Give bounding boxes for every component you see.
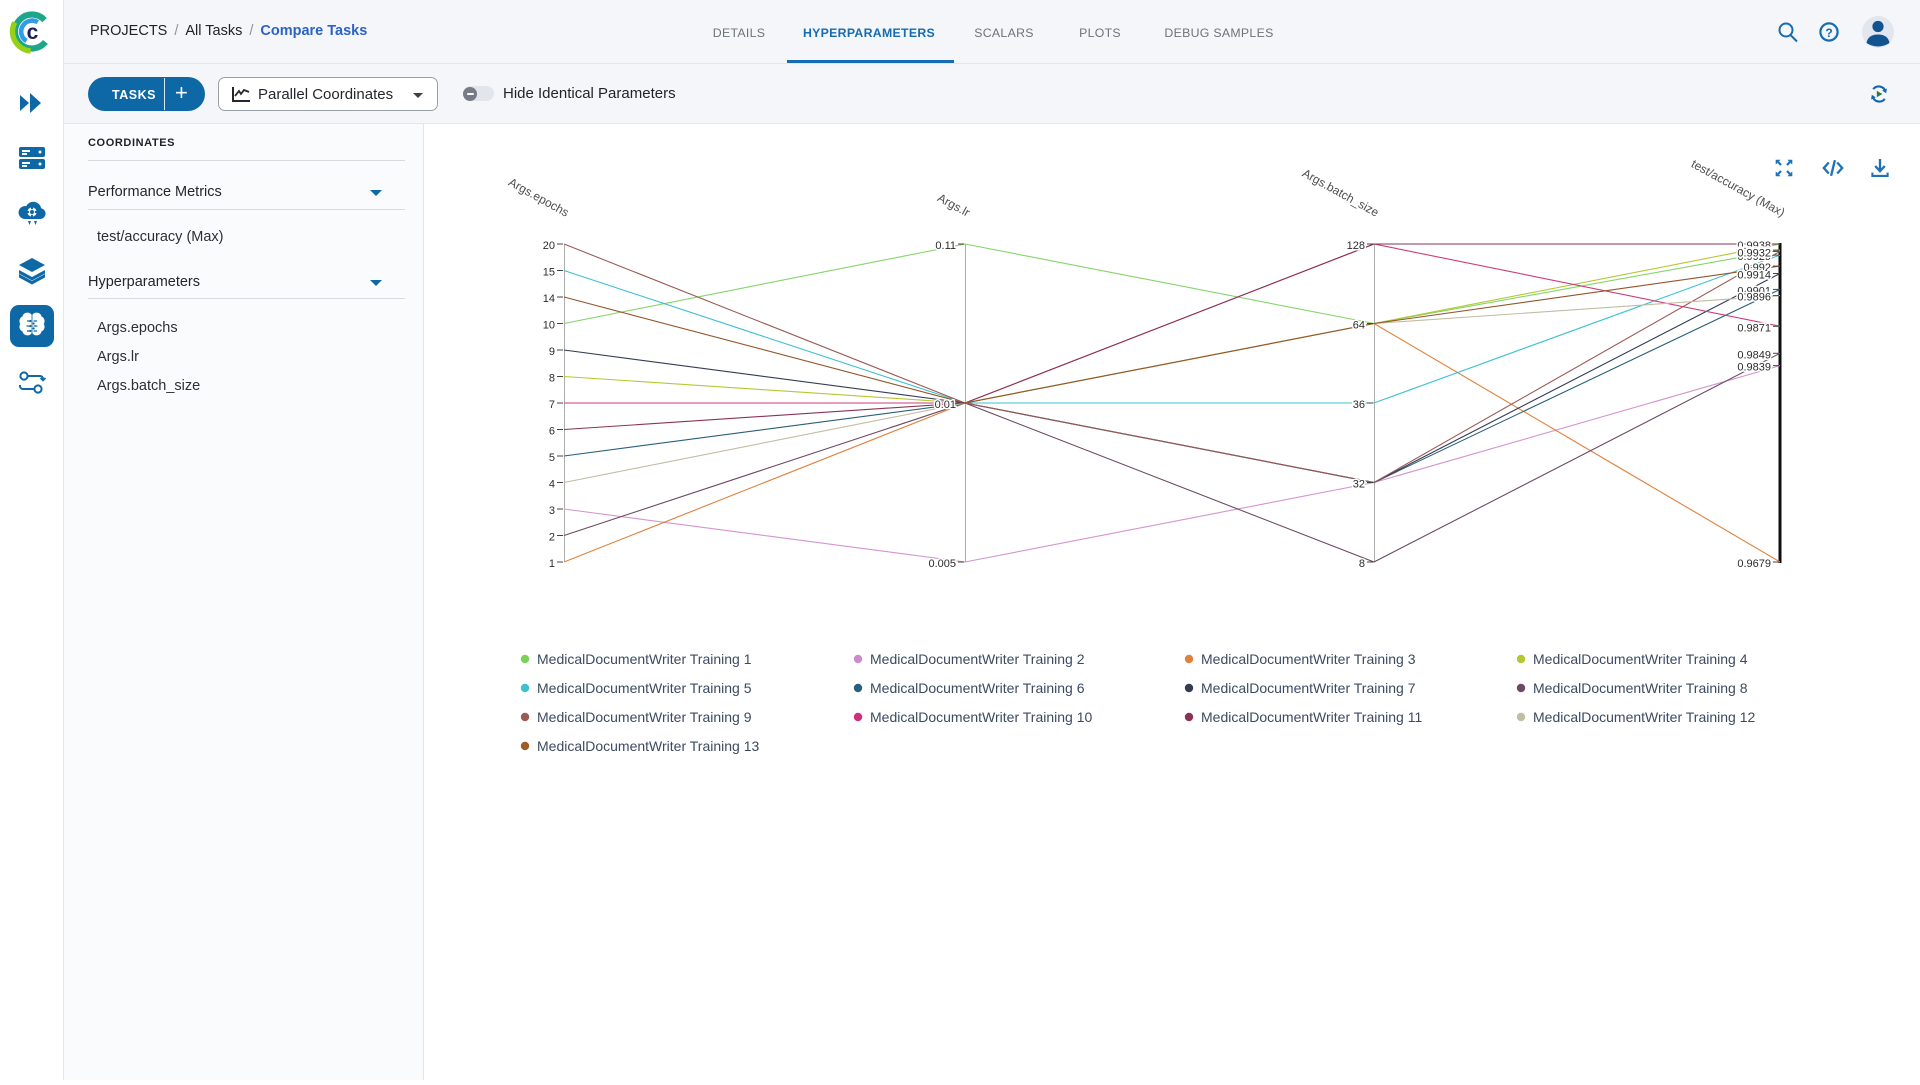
svg-text:7: 7 [549,399,555,411]
svg-text:10: 10 [543,320,555,332]
svg-text:64: 64 [1353,320,1365,332]
svg-text:0.01: 0.01 [935,399,956,411]
svg-text:36: 36 [1353,399,1365,411]
svg-text:0.9839: 0.9839 [1737,362,1771,374]
svg-text:32: 32 [1353,479,1365,491]
svg-text:0.9849: 0.9849 [1737,349,1771,361]
svg-text:1: 1 [549,558,555,570]
svg-text:MedicalDocumentWriter Training: MedicalDocumentWriter Training 2 [870,651,1085,667]
svg-text:0.9871: 0.9871 [1737,322,1771,334]
svg-text:0.9933: 0.9933 [1737,246,1771,258]
svg-text:?: ? [1825,26,1832,40]
svg-text:9: 9 [549,346,555,358]
svg-text:c: c [27,21,39,44]
svg-text:Args.lr: Args.lr [935,191,972,220]
svg-text:MedicalDocumentWriter Training: MedicalDocumentWriter Training 13 [537,738,759,754]
svg-text:MedicalDocumentWriter Training: MedicalDocumentWriter Training 3 [1201,651,1416,667]
svg-text:8: 8 [549,373,555,385]
svg-text:0.9901: 0.9901 [1737,285,1771,297]
svg-text:0.992: 0.992 [1743,262,1771,274]
svg-text:0.9914: 0.9914 [1737,270,1771,282]
svg-text:0.005: 0.005 [928,558,956,570]
svg-text:test/accuracy (Max): test/accuracy (Max) [1689,157,1787,220]
svg-text:3: 3 [549,505,555,517]
svg-text:MedicalDocumentWriter Training: MedicalDocumentWriter Training 10 [870,709,1092,725]
svg-text:15: 15 [543,267,555,279]
svg-text:MedicalDocumentWriter Training: MedicalDocumentWriter Training 5 [537,680,752,696]
svg-text:14: 14 [543,293,555,305]
svg-text:2: 2 [549,532,555,544]
svg-text:MedicalDocumentWriter Training: MedicalDocumentWriter Training 1 [537,651,752,667]
svg-text:0.9896: 0.9896 [1737,292,1771,304]
svg-text:6: 6 [549,426,555,438]
svg-text:Args.batch_size: Args.batch_size [1300,166,1382,220]
svg-text:0.11: 0.11 [935,240,956,252]
svg-text:8: 8 [1359,558,1365,570]
svg-text:MedicalDocumentWriter Training: MedicalDocumentWriter Training 6 [870,680,1085,696]
svg-text:MedicalDocumentWriter Training: MedicalDocumentWriter Training 9 [537,709,752,725]
svg-text:0.9932: 0.9932 [1737,247,1771,259]
svg-text:0.9938: 0.9938 [1737,240,1771,252]
svg-text:MedicalDocumentWriter Training: MedicalDocumentWriter Training 7 [1201,680,1416,696]
svg-text:MedicalDocumentWriter Training: MedicalDocumentWriter Training 8 [1533,680,1748,696]
svg-text:5: 5 [549,452,555,464]
svg-text:0.9929: 0.9929 [1737,251,1771,263]
svg-text:0.9679: 0.9679 [1737,558,1771,570]
svg-text:128: 128 [1347,240,1365,252]
svg-text:MedicalDocumentWriter Training: MedicalDocumentWriter Training 12 [1533,709,1755,725]
svg-text:MedicalDocumentWriter Training: MedicalDocumentWriter Training 11 [1201,709,1422,725]
svg-text:4: 4 [549,479,555,491]
svg-text:MedicalDocumentWriter Training: MedicalDocumentWriter Training 4 [1533,651,1748,667]
svg-text:Args.epochs: Args.epochs [506,175,571,220]
svg-text:20: 20 [543,240,555,252]
